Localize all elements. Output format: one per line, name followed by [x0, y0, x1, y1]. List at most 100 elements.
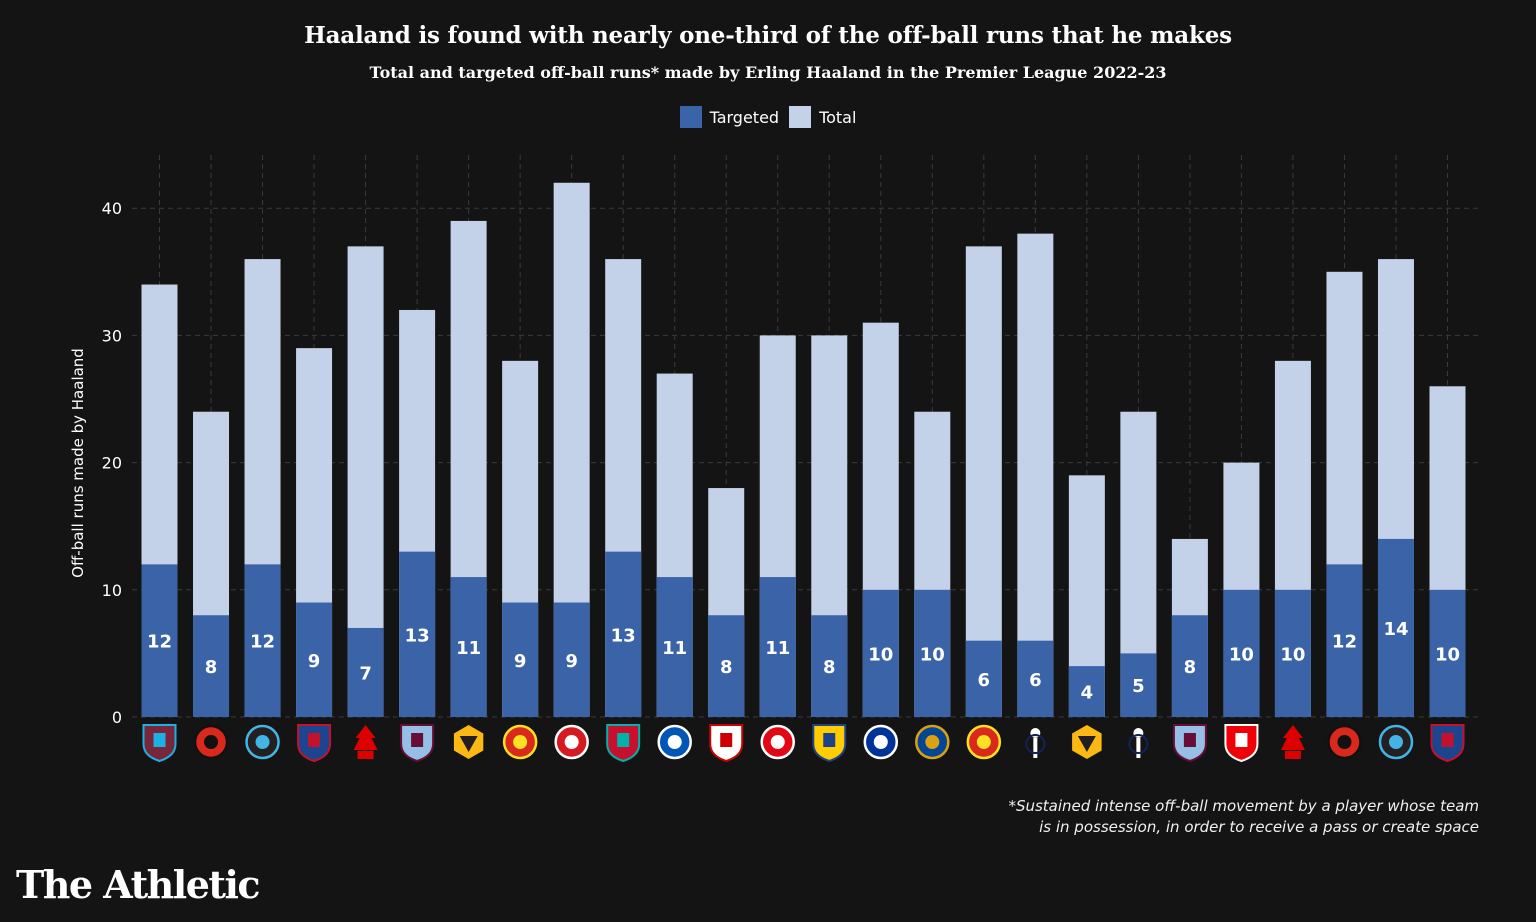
badge-tree — [1280, 725, 1305, 750]
badge-bird-body — [1033, 738, 1038, 758]
data-label-targeted: 14 — [1383, 619, 1408, 640]
bar-targeted[interactable] — [141, 564, 178, 717]
badge-emblem — [153, 733, 166, 747]
bournemouth-badge-icon — [193, 724, 229, 760]
wolves-badge-icon — [1072, 725, 1102, 759]
bar-targeted[interactable] — [553, 602, 590, 717]
footnote: *Sustained intense off-ball movement by … — [1008, 796, 1479, 838]
bournemouth-badge-icon — [1327, 724, 1362, 760]
bar-targeted[interactable] — [708, 615, 745, 717]
manchester-united-badge-icon — [502, 724, 538, 760]
data-label-targeted: 7 — [359, 663, 372, 684]
bar-targeted[interactable] — [811, 615, 848, 717]
data-label-targeted: 12 — [147, 632, 172, 653]
bar-targeted[interactable] — [1377, 538, 1414, 717]
bar-targeted[interactable] — [1171, 615, 1208, 717]
badge-core — [564, 735, 579, 749]
bar-targeted[interactable] — [1326, 564, 1363, 717]
legend-label-targeted: Targeted — [709, 107, 780, 127]
bar-targeted[interactable] — [605, 551, 642, 717]
bar-targeted[interactable] — [656, 577, 693, 717]
bar-targeted[interactable] — [1223, 589, 1260, 717]
tottenham-badge-icon — [1128, 728, 1149, 758]
bar-total[interactable] — [1017, 233, 1054, 717]
footnote-line-2: is in possession, in order to receive a … — [1039, 818, 1479, 836]
y-tick-label: 0 — [112, 708, 122, 727]
badge-base — [1284, 751, 1301, 759]
everton-badge-icon — [863, 724, 899, 760]
data-label-targeted: 8 — [205, 657, 218, 678]
bar-targeted[interactable] — [399, 551, 436, 717]
data-label-targeted: 10 — [1280, 644, 1305, 665]
badge-emblem — [1183, 733, 1196, 747]
legend-item-targeted[interactable]: Targeted — [679, 106, 780, 128]
bar-total[interactable] — [965, 246, 1002, 718]
bar-targeted[interactable] — [450, 577, 487, 717]
badge-wolf-head — [1077, 736, 1096, 752]
badge-core — [255, 735, 270, 749]
badge-tree — [353, 725, 378, 750]
data-label-targeted: 8 — [823, 657, 836, 678]
bar-targeted[interactable] — [1274, 589, 1311, 717]
badge-core — [204, 735, 219, 749]
legend-item-total[interactable]: Total — [789, 106, 856, 128]
bar-targeted[interactable] — [296, 602, 333, 717]
y-tick-label: 10 — [102, 581, 122, 600]
data-label-targeted: 11 — [456, 638, 481, 659]
badge-emblem — [617, 733, 630, 747]
brighton-badge-icon — [657, 724, 692, 760]
badge-emblem — [308, 733, 321, 747]
data-label-targeted: 4 — [1081, 683, 1094, 704]
bar-targeted[interactable] — [502, 602, 539, 717]
data-label-targeted: 12 — [1332, 632, 1357, 653]
chart-title: Haaland is found with nearly one-third o… — [304, 22, 1232, 49]
newcastle-badge-icon — [1378, 724, 1414, 760]
brand-logo[interactable]: The Athletic — [16, 862, 261, 907]
data-label-targeted: 10 — [868, 644, 893, 665]
bar-targeted[interactable] — [1120, 653, 1157, 717]
west-ham-badge-icon — [142, 724, 177, 763]
badge-emblem — [720, 733, 733, 747]
wolves-badge-icon — [453, 725, 484, 759]
fulham-badge-icon — [709, 724, 744, 763]
aston-villa-badge-icon — [1172, 724, 1207, 763]
bar-targeted[interactable] — [193, 615, 230, 717]
bar-targeted[interactable] — [244, 564, 281, 717]
data-label-targeted: 9 — [308, 651, 321, 672]
badge-outline — [1128, 734, 1149, 754]
data-label-targeted: 9 — [565, 651, 578, 672]
brentford-badge-icon — [760, 724, 795, 760]
data-label-targeted: 5 — [1132, 676, 1145, 697]
bar-targeted[interactable] — [1429, 589, 1466, 717]
bar-targeted[interactable] — [862, 589, 899, 717]
data-label-targeted: 10 — [1435, 644, 1460, 665]
badge-emblem — [1235, 733, 1248, 747]
bar-targeted[interactable] — [1068, 666, 1105, 717]
data-label-targeted: 6 — [1029, 670, 1042, 691]
tottenham-badge-icon — [1025, 728, 1046, 758]
badge-bird-body — [1136, 738, 1141, 758]
bar-targeted[interactable] — [347, 627, 384, 717]
crystal-palace-badge-icon — [297, 724, 332, 763]
liverpool-badge-icon — [606, 724, 641, 763]
southampton-badge-icon — [554, 724, 589, 760]
data-label-targeted: 9 — [514, 651, 527, 672]
data-label-targeted: 11 — [765, 638, 790, 659]
data-label-targeted: 12 — [250, 632, 275, 653]
badge-emblem — [823, 733, 836, 747]
y-tick-label: 30 — [102, 326, 122, 345]
nottingham-forest-badge-icon — [353, 725, 378, 759]
newcastle-badge-icon — [245, 724, 280, 760]
badge-core — [976, 735, 991, 749]
badge-core — [925, 735, 940, 749]
data-label-targeted: 13 — [405, 625, 430, 646]
bar-targeted[interactable] — [759, 577, 796, 717]
bar-targeted[interactable] — [965, 640, 1002, 717]
bar-targeted[interactable] — [1017, 640, 1054, 717]
data-label-targeted: 8 — [720, 657, 733, 678]
data-label-targeted: 10 — [1229, 644, 1254, 665]
bar-targeted[interactable] — [914, 589, 951, 717]
chelsea-badge-icon — [915, 724, 950, 760]
arsenal-badge-icon — [1224, 724, 1259, 763]
